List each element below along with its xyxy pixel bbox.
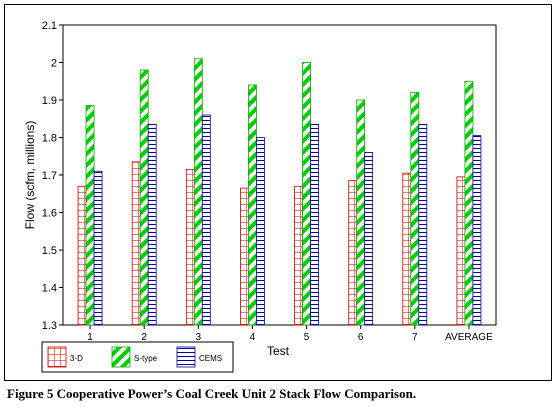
- bar-s-type-6: [356, 99, 366, 326]
- x-tick-label: 5: [304, 332, 310, 343]
- bar-s-type-5: [302, 62, 311, 326]
- x-tick-label: 2: [141, 332, 147, 343]
- x-axis: 1 2 3 4 5 6 7 AVERAGE: [87, 325, 493, 343]
- x-tick-label: 3: [196, 332, 202, 343]
- bar-3-d-7: [402, 172, 412, 326]
- bar-cems-5: [310, 123, 319, 326]
- legend-swatch-cems: [176, 346, 196, 368]
- bar-cems-4: [256, 137, 265, 326]
- bar-s-type-3: [193, 58, 203, 326]
- legend: 3-D S-type CEMS: [41, 341, 234, 373]
- bar-3-d-1: [77, 185, 87, 326]
- bar-3-d-2: [131, 161, 141, 326]
- bar-s-type-7: [410, 92, 420, 326]
- legend-swatch-s-type: [111, 346, 131, 368]
- bar-cems-average: [472, 135, 482, 326]
- y-axis-label: Flow (scfm, millions): [23, 121, 37, 230]
- bar-s-type-2: [139, 69, 149, 326]
- y-tick-label: 2: [51, 58, 57, 70]
- bar-s-type-4: [248, 84, 257, 326]
- bar-cems-1: [93, 170, 103, 326]
- legend-box: [41, 341, 234, 373]
- bar-s-type-1: [85, 105, 95, 326]
- bar-3-d-average: [456, 176, 466, 326]
- bar-cems-6: [364, 152, 374, 326]
- x-tick-label: 1: [87, 332, 93, 343]
- y-tick-label: 1.6: [42, 208, 57, 220]
- y-tick-label: 1.4: [42, 283, 57, 295]
- y-tick-label: 1.8: [42, 133, 57, 145]
- x-tick-label: 4: [250, 332, 256, 343]
- figure-caption: Figure 5 Cooperative Power’s Coal Creek …: [7, 386, 417, 401]
- bar-cems-7: [418, 123, 428, 326]
- legend-swatch-3-d: [47, 346, 67, 368]
- legend-label: 3-D: [70, 354, 83, 363]
- legend-label: S-type: [134, 354, 158, 363]
- x-tick-label: AVERAGE: [445, 332, 493, 343]
- bar-s-type-average: [464, 80, 474, 326]
- plot-area: [62, 24, 497, 326]
- bar-cems-2: [147, 123, 157, 326]
- bar-3-d-6: [348, 180, 358, 326]
- legend-label: CEMS: [199, 354, 222, 363]
- y-tick-label: 1.3: [42, 320, 57, 332]
- bars: [77, 58, 482, 326]
- bar-3-d-3: [185, 168, 195, 326]
- bar-3-d-5: [294, 185, 303, 326]
- x-tick-label: 7: [412, 332, 418, 343]
- x-axis-label: Test: [267, 344, 290, 358]
- plot-border: [62, 24, 497, 326]
- bar-3-d-4: [240, 187, 249, 326]
- y-tick-label: 1.5: [42, 245, 57, 257]
- y-axis: 1.3 1.4 1.5 1.6 1.7 1.8 1.9 2 2.1: [42, 20, 63, 332]
- y-tick-label: 2.1: [42, 20, 57, 32]
- y-tick-label: 1.9: [42, 95, 57, 107]
- x-tick-label: 6: [358, 332, 364, 343]
- y-tick-label: 1.7: [42, 170, 57, 182]
- bar-cems-3: [201, 114, 211, 326]
